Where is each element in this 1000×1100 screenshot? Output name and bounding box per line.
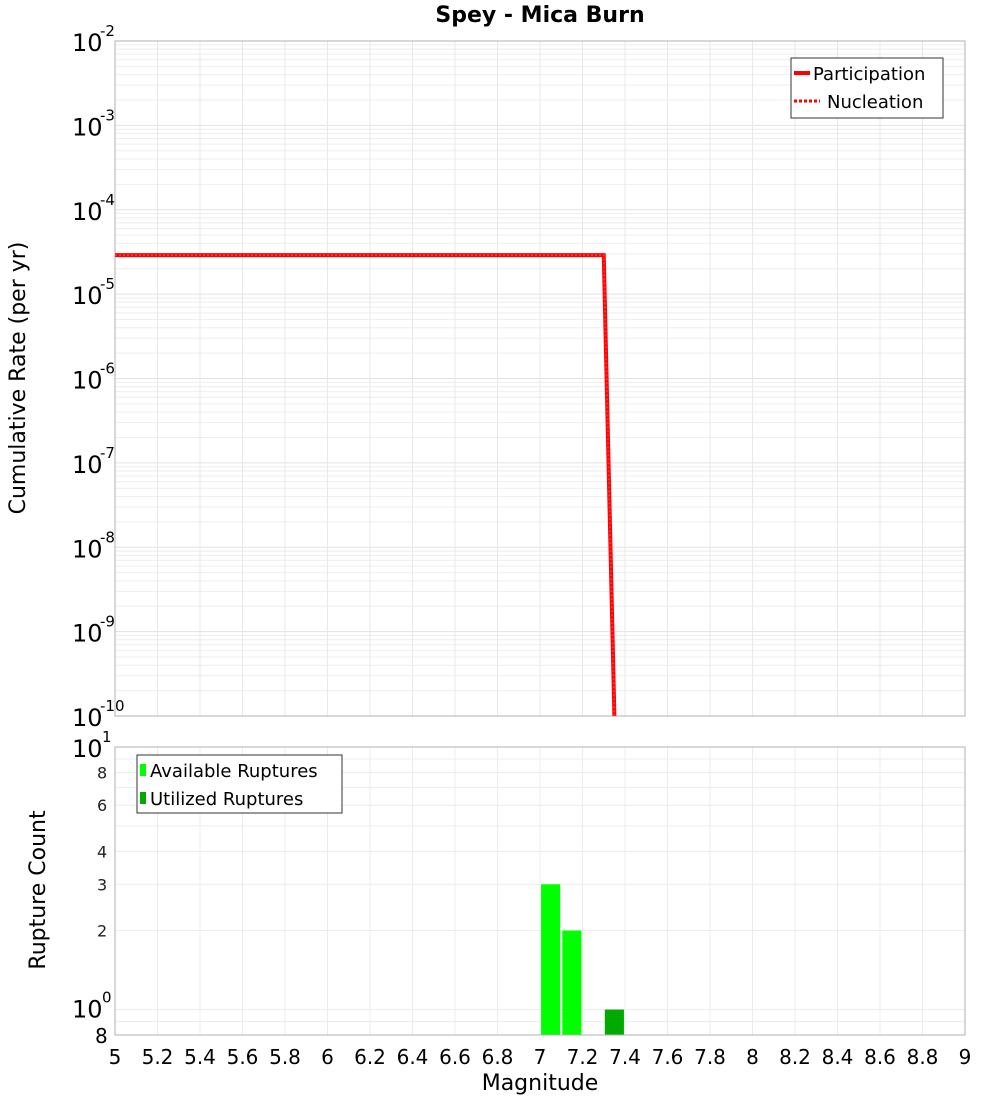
y-tick-exponent: -7 — [100, 444, 115, 462]
top-legend: Participation Nucleation — [790, 57, 944, 119]
x-tick-label: 7.4 — [609, 1045, 641, 1069]
y-tick-exponent: -4 — [100, 191, 115, 209]
available-rupture-bar — [541, 884, 561, 1035]
x-tick-label: 8.4 — [822, 1045, 854, 1069]
top-y-axis-label: Cumulative Rate (per yr) — [6, 242, 31, 515]
x-tick-label: 6.8 — [482, 1045, 514, 1069]
y-tick-exponent: -3 — [100, 106, 115, 124]
nucleation-line — [115, 254, 616, 717]
y-tick-exponent: -8 — [100, 528, 115, 546]
available-rupture-bar — [562, 930, 582, 1035]
x-tick-label: 8.6 — [864, 1045, 896, 1069]
y-tick-label: 10 — [72, 451, 103, 479]
x-tick-label: 5.8 — [269, 1045, 301, 1069]
svg-text:1: 1 — [102, 728, 112, 746]
y-tick-exponent: -6 — [100, 360, 115, 378]
x-tick-label: 6.4 — [397, 1045, 429, 1069]
y-tick-label: 2 — [97, 922, 107, 941]
x-tick-label: 8.8 — [907, 1045, 939, 1069]
x-tick-label: 6.2 — [354, 1045, 386, 1069]
legend-participation: Participation — [813, 64, 925, 85]
y-tick-label: 4 — [97, 842, 107, 861]
y-tick-label: 6 — [97, 796, 107, 815]
y-tick-label: 10 — [72, 704, 103, 732]
x-axis-label: Magnitude — [482, 1071, 599, 1096]
x-tick-label: 5.2 — [142, 1045, 174, 1069]
svg-text:0: 0 — [102, 989, 112, 1007]
x-tick-label: 5.6 — [227, 1045, 259, 1069]
x-tick-label: 5.4 — [184, 1045, 216, 1069]
y-tick-exponent: -5 — [100, 275, 115, 293]
x-tick-label: 6 — [321, 1045, 334, 1069]
x-tick-label: 6.6 — [439, 1045, 471, 1069]
utilized-rupture-bar — [604, 1009, 624, 1035]
svg-text:10: 10 — [72, 735, 103, 763]
x-tick-label: 5 — [109, 1045, 122, 1069]
y-tick-label: 8 — [97, 763, 107, 782]
x-tick-label: 8.2 — [779, 1045, 811, 1069]
chart-title: Spey - Mica Burn — [435, 3, 644, 28]
y-tick-exponent: -2 — [100, 22, 115, 40]
legend-available-ruptures: Available Ruptures — [150, 761, 318, 782]
y-tick-exponent: -10 — [100, 697, 125, 715]
x-tick-label: 7.2 — [567, 1045, 599, 1069]
x-tick-label: 8 — [746, 1045, 759, 1069]
legend-utilized-ruptures: Utilized Ruptures — [150, 789, 303, 810]
bottom-legend: Available Ruptures Utilized Ruptures — [136, 754, 343, 814]
x-tick-label: 7.6 — [652, 1045, 684, 1069]
svg-text:10: 10 — [72, 996, 103, 1024]
svg-text:8: 8 — [95, 1024, 108, 1048]
y-tick-label: 10 — [72, 620, 103, 648]
top-plot: 10-210-310-410-510-610-710-810-910-10Par… — [72, 22, 966, 732]
y-tick-label: 10 — [72, 367, 103, 395]
x-tick-label: 7 — [534, 1045, 547, 1069]
y-tick-label: 10 — [72, 282, 103, 310]
y-tick-label: 10 — [72, 198, 103, 226]
y-tick-label: 10 — [72, 535, 103, 563]
x-tick-label: 7.8 — [694, 1045, 726, 1069]
bottom-y-axis-label: Rupture Count — [26, 810, 51, 970]
y-tick-label: 10 — [72, 113, 103, 141]
y-tick-exponent: -9 — [100, 613, 115, 631]
y-tick-label: 10 — [72, 29, 103, 57]
legend-nucleation: Nucleation — [827, 92, 923, 113]
x-tick-label: 9 — [959, 1045, 972, 1069]
y-tick-label: 3 — [97, 875, 107, 894]
